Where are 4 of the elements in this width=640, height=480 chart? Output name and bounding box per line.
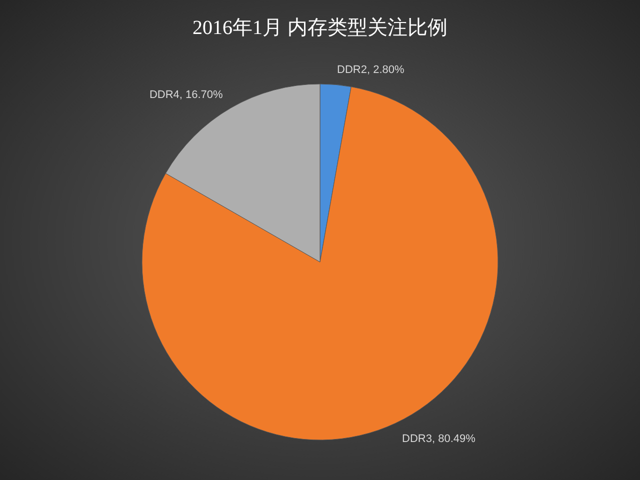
chart-title: 2016年1月 内存类型关注比例 [192,17,448,39]
slice-label: DDR4, 16.70% [149,89,224,102]
slice-label: DDR2, 2.80% [337,64,405,76]
slice-label: DDR3, 80.49% [402,432,476,445]
